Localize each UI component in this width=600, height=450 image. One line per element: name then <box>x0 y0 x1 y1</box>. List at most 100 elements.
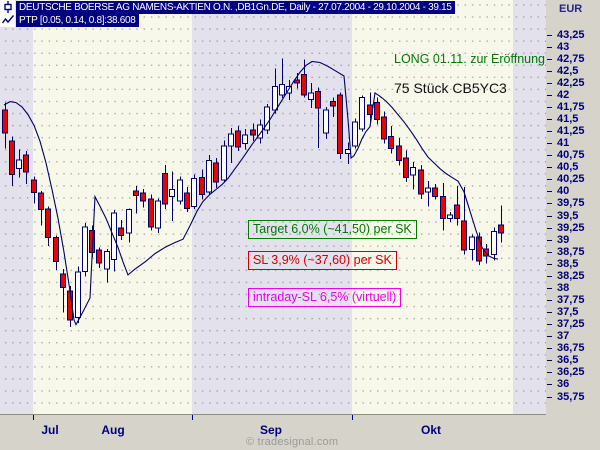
indicator-line-icon[interactable] <box>2 14 14 26</box>
candle-body <box>308 92 314 101</box>
candle-body <box>199 176 205 195</box>
month-tick <box>33 415 34 420</box>
instrument-title-bar[interactable]: DEUTSCHE BOERSE AG NAMENS-AKTIEN O.N. ,D… <box>16 1 455 14</box>
position-size-note[interactable]: 75 Stück CB5YC3 <box>394 80 507 96</box>
price-tick-label: 37,25 <box>557 318 585 331</box>
candle-body <box>45 208 51 238</box>
price-tick-label: 39,5 <box>557 209 579 222</box>
price-tick <box>547 203 552 205</box>
price-tick-label: 40 <box>557 185 570 198</box>
price-tick-label: 37,75 <box>557 294 585 306</box>
candle-body <box>388 135 394 149</box>
candle-body <box>323 109 329 134</box>
candle-body <box>330 101 336 107</box>
candle-body <box>454 204 460 219</box>
price-tick <box>547 34 552 36</box>
price-tick-label: 36,25 <box>557 366 585 379</box>
price-tick-label: 40,5 <box>557 161 579 174</box>
month-tick <box>352 415 353 420</box>
candlestick-series-icon[interactable] <box>2 1 14 13</box>
tradesignal-watermark: © tradesignal.com <box>246 436 339 448</box>
price-tick <box>547 179 552 181</box>
candle-body <box>250 129 256 136</box>
price-tick <box>547 239 552 241</box>
candle-body <box>213 162 219 183</box>
candle-body <box>133 190 139 197</box>
candle-body <box>235 130 241 148</box>
candle-body <box>96 249 102 264</box>
price-tick <box>547 155 552 157</box>
price-tick <box>547 227 552 229</box>
candle-body <box>126 209 132 234</box>
price-tick <box>547 312 552 313</box>
price-tick-label: 38,25 <box>557 269 585 282</box>
candle-body <box>118 227 124 236</box>
candle-body <box>345 148 351 154</box>
price-tick <box>547 46 552 48</box>
chart-plot-area: LONG 01.11. zur Eröffnung 75 Stück CB5YC… <box>0 0 546 415</box>
price-tick <box>547 251 552 253</box>
price-tick-label: 40,75 <box>557 149 585 162</box>
price-tick <box>547 94 552 96</box>
price-tick-label: 35,75 <box>557 390 585 403</box>
intraday-sl-annotation-box[interactable]: intraday-SL 6,5% (virtuell) <box>248 288 402 307</box>
candle-body <box>155 200 161 229</box>
price-tick <box>547 119 552 120</box>
candle-body <box>491 230 497 256</box>
price-tick-label: 41,75 <box>557 100 585 113</box>
candle-body <box>425 187 431 193</box>
price-tick <box>547 143 552 145</box>
candle-body <box>23 154 29 173</box>
candle-body <box>315 91 321 109</box>
price-tick-label: 37 <box>557 330 570 343</box>
price-tick <box>547 372 552 374</box>
long-entry-note[interactable]: LONG 01.11. zur Eröffnung <box>394 52 546 66</box>
candle-body <box>148 198 154 228</box>
stoploss-annotation-box[interactable]: SL 3,9% (~37,60) per SK <box>248 251 397 270</box>
month-label: Sep <box>259 423 283 437</box>
candle-body <box>16 159 22 170</box>
price-tick <box>547 275 552 277</box>
price-tick-label: 43,25 <box>557 28 585 41</box>
indicator-title-bar[interactable]: PTP [0.05, 0.14, 0.8]:38.608 <box>16 14 139 27</box>
candle-body <box>418 169 424 195</box>
candle-body <box>242 134 248 145</box>
currency-axis-label: EUR <box>559 3 583 15</box>
candle-body <box>2 109 8 134</box>
price-tick <box>547 82 552 84</box>
price-tick <box>547 348 552 350</box>
candle-body <box>381 116 387 140</box>
price-tick-label: 36 <box>557 378 570 391</box>
price-tick <box>547 58 552 60</box>
price-tick-label: 36,75 <box>557 342 585 355</box>
candle-body <box>206 160 212 193</box>
target-annotation-box[interactable]: Target 6,0% (~41,50) per SK <box>248 220 417 239</box>
candle-body <box>410 167 416 176</box>
candle-body <box>279 84 285 96</box>
candle-body <box>337 94 343 155</box>
candle-body <box>461 220 467 251</box>
price-tick <box>547 191 552 193</box>
ptp-indicator-line[interactable] <box>3 60 499 326</box>
price-tick-label: 40,25 <box>557 173 585 186</box>
price-tick-label: 41,5 <box>557 113 579 125</box>
candle-body <box>476 236 482 262</box>
candle-body <box>396 145 402 161</box>
price-tick <box>547 70 552 72</box>
price-tick-label: 42 <box>557 88 570 101</box>
price-tick-label: 36,5 <box>557 354 579 367</box>
month-label: Okt <box>420 423 442 437</box>
candle-body <box>228 133 234 147</box>
price-tick <box>547 396 552 398</box>
candle-body <box>53 237 59 262</box>
price-tick <box>547 106 552 108</box>
candle-body <box>359 97 365 130</box>
month-tick <box>192 415 193 420</box>
candle-body <box>75 271 81 318</box>
price-tick <box>547 336 552 338</box>
candle-body <box>352 121 358 147</box>
price-tick-label: 37,5 <box>557 306 579 318</box>
price-tick <box>547 324 552 326</box>
candlestick-canvas <box>2 58 504 327</box>
